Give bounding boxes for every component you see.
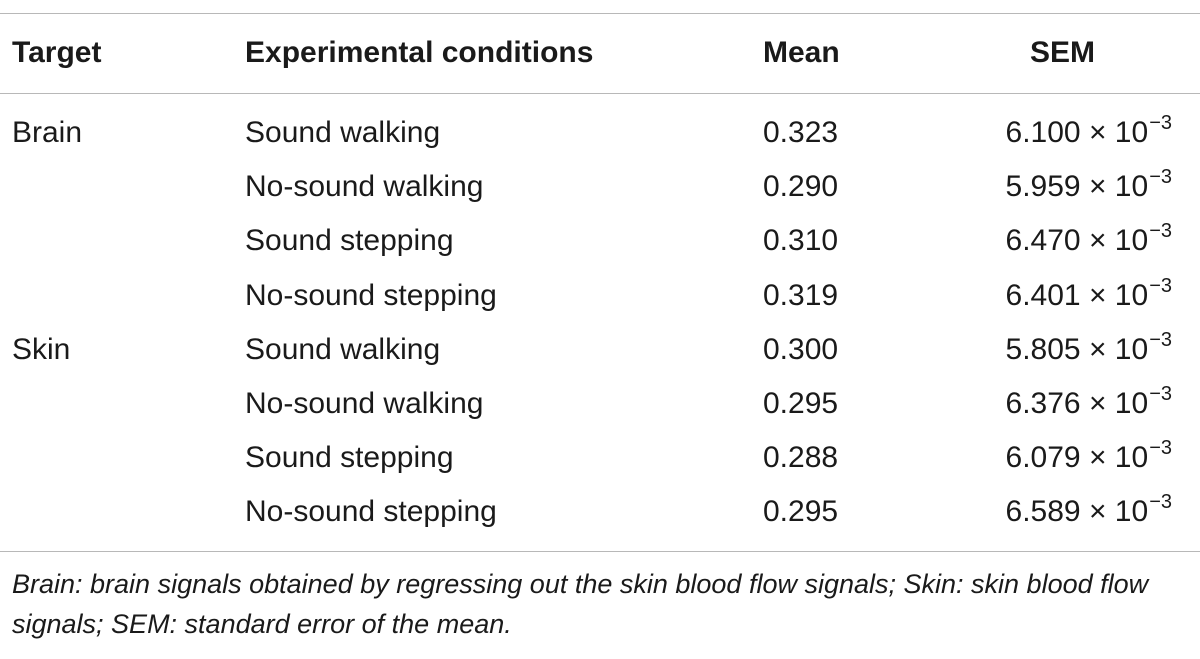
table-row: No-sound walking 0.290 5.959 × 10−3: [0, 162, 1200, 216]
cell-condition: No-sound stepping: [245, 278, 497, 312]
sem-mantissa: 6.470: [1005, 224, 1081, 258]
cell-sem: 6.589 × 10−3: [1006, 489, 1172, 538]
cell-mean: 0.295: [763, 495, 839, 529]
header-experimental-conditions: Experimental conditions: [245, 36, 594, 69]
table-bottom-rule: [0, 551, 1200, 552]
sem-mantissa: 6.100: [1005, 116, 1081, 149]
cell-mean: 0.319: [763, 278, 839, 312]
sem-exponent: −3: [1149, 274, 1172, 297]
cell-mean: 0.323: [763, 116, 839, 149]
cell-mean: 0.295: [763, 386, 839, 420]
cell-sem: 5.805 × 10−3: [1006, 327, 1172, 376]
cell-condition: Sound walking: [245, 116, 441, 149]
sem-times-ten: × 10: [1088, 224, 1149, 258]
table-row: No-sound stepping 0.319 6.401 × 10−3: [0, 271, 1200, 325]
header-target: Target: [12, 36, 102, 69]
sem-times-ten: × 10: [1088, 170, 1149, 204]
cell-condition: Sound stepping: [245, 441, 454, 475]
sem-mantissa: 6.079: [1005, 441, 1081, 475]
sem-exponent: −3: [1149, 220, 1172, 243]
sem-exponent: −3: [1149, 328, 1172, 351]
sem-exponent: −3: [1149, 382, 1172, 405]
sem-times-ten: × 10: [1088, 386, 1149, 420]
table-header-rule: [0, 93, 1200, 94]
cell-target: Skin: [12, 332, 71, 366]
sem-times-ten: × 10: [1088, 441, 1149, 475]
cell-mean: 0.310: [763, 224, 839, 258]
table-row: Skin Sound walking 0.300 5.805 × 10−3: [0, 325, 1200, 379]
header-sem: SEM: [1030, 36, 1096, 69]
table-top-rule: [0, 13, 1200, 14]
cell-sem: 6.470 × 10−3: [1006, 218, 1172, 267]
sem-mantissa: 5.805: [1005, 332, 1081, 366]
sem-mantissa: 6.589: [1005, 495, 1081, 529]
cell-target: Brain: [12, 116, 83, 149]
cell-condition: No-sound walking: [245, 386, 484, 420]
table-header-row: Target Experimental conditions Mean SEM: [0, 30, 1200, 76]
table-row: Sound stepping 0.288 6.079 × 10−3: [0, 433, 1200, 487]
table-body: Brain Sound walking 0.323 6.100 × 10−3 N…: [0, 108, 1200, 542]
sem-times-ten: × 10: [1088, 116, 1149, 149]
cell-condition: Sound stepping: [245, 224, 454, 258]
cell-sem: 6.100 × 10−3: [1006, 110, 1172, 159]
cell-condition: No-sound walking: [245, 170, 484, 204]
sem-exponent: −3: [1149, 166, 1172, 189]
sem-times-ten: × 10: [1088, 278, 1149, 312]
table-footnote: Brain: brain signals obtained by regress…: [12, 569, 1149, 639]
sem-times-ten: × 10: [1088, 332, 1149, 366]
sem-exponent: −3: [1149, 491, 1172, 514]
cell-condition: No-sound stepping: [245, 495, 497, 529]
cell-mean: 0.300: [763, 332, 839, 366]
table-row: No-sound stepping 0.295 6.589 × 10−3: [0, 487, 1200, 541]
header-mean: Mean: [763, 36, 840, 69]
cell-sem: 6.401 × 10−3: [1006, 273, 1172, 322]
sem-times-ten: × 10: [1088, 495, 1149, 529]
sem-exponent: −3: [1149, 437, 1172, 460]
table-row: Sound stepping 0.310 6.470 × 10−3: [0, 216, 1200, 270]
sem-mantissa: 5.959: [1005, 170, 1081, 204]
sem-mantissa: 6.376: [1005, 386, 1081, 420]
cell-sem: 6.376 × 10−3: [1006, 381, 1172, 430]
table-row: No-sound walking 0.295 6.376 × 10−3: [0, 379, 1200, 433]
cell-mean: 0.288: [763, 441, 839, 475]
table-row: Brain Sound walking 0.323 6.100 × 10−3: [0, 108, 1200, 162]
cell-mean: 0.290: [763, 170, 839, 204]
cell-sem: 6.079 × 10−3: [1006, 435, 1172, 484]
sem-mantissa: 6.401: [1005, 278, 1081, 312]
sem-exponent: −3: [1149, 112, 1172, 134]
cell-condition: Sound walking: [245, 332, 441, 366]
cell-sem: 5.959 × 10−3: [1006, 164, 1172, 213]
